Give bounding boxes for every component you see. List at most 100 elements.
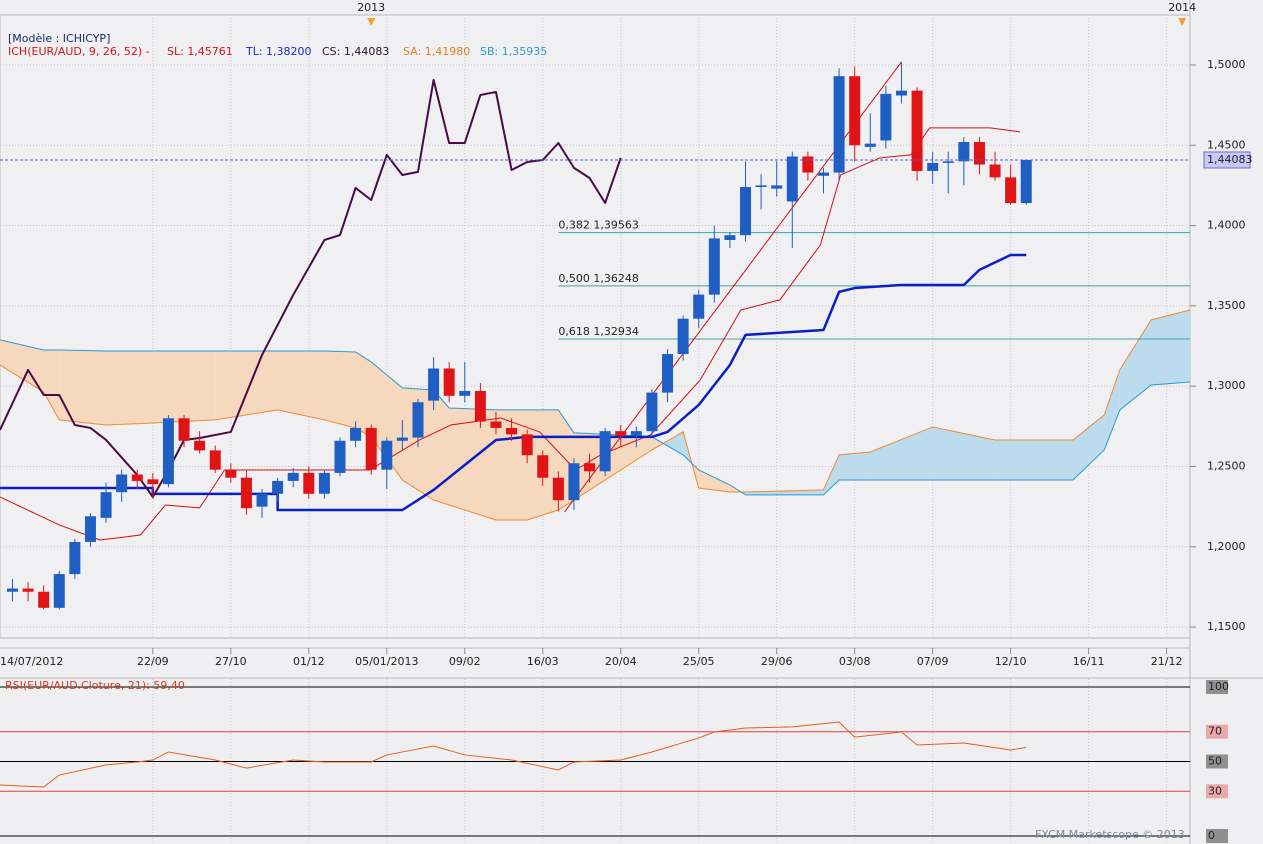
- cloud-fill: [1151, 310, 1190, 386]
- candle-body: [412, 402, 424, 438]
- tl-label: TL: 1,38200: [245, 45, 312, 58]
- candle-body: [708, 238, 720, 295]
- candle-body: [973, 142, 985, 165]
- y-tick-label: 1,2000: [1207, 540, 1246, 553]
- candle-body: [537, 455, 549, 478]
- rsi-level-box: [1206, 724, 1228, 739]
- cloud-fill: [932, 426, 996, 480]
- candle-body: [568, 463, 580, 501]
- candle-body: [334, 440, 346, 473]
- y-tick-label: 1,3000: [1207, 379, 1246, 392]
- candle-body: [599, 431, 611, 472]
- sa-label: SA: 1,41980: [403, 45, 470, 58]
- candle-body: [646, 392, 658, 432]
- cloud-fill: [277, 350, 325, 420]
- cloud-fill: [1119, 319, 1152, 410]
- candle-body: [6, 588, 18, 592]
- candle-body: [443, 368, 455, 396]
- candle-body: [459, 390, 471, 396]
- candle-body: [350, 427, 362, 441]
- rsi-tick-label: 100: [1208, 680, 1229, 693]
- indicator-label: ICH(EUR/AUD, 9, 26, 52) -: [8, 45, 150, 58]
- candle-body: [240, 477, 252, 509]
- rsi-tick-label: 50: [1208, 755, 1222, 768]
- y-tick-label: 1,4000: [1207, 219, 1246, 232]
- cs-label: CS: 1,44083: [322, 45, 389, 58]
- cloud-fill: [1104, 369, 1120, 450]
- x-tick-label: 05/01/2013: [355, 655, 418, 668]
- rsi-line: [0, 721, 1027, 788]
- candle-body: [864, 143, 876, 147]
- x-tick-label: 27/10: [215, 655, 247, 668]
- candle-body: [880, 93, 892, 141]
- footer: FXCM Marketscope © 2013: [1035, 828, 1185, 841]
- x-tick-label: 25/05: [683, 655, 715, 668]
- cloud-fill: [698, 470, 730, 493]
- rsi-level-box: [1206, 754, 1228, 769]
- model-label: [Modèle : ICHICYP]: [8, 32, 110, 45]
- cloud-fill: [995, 439, 1074, 480]
- candle-body: [318, 472, 330, 494]
- price-panel: [0, 14, 1191, 639]
- indicator-line: [0, 253, 1027, 512]
- cloud-fill: [433, 390, 450, 506]
- candle-body: [677, 318, 689, 355]
- sl-label: SL: 1,45761: [167, 45, 233, 58]
- fib-label: 0,618 1,32934: [558, 325, 638, 338]
- candle-body: [771, 185, 783, 189]
- x-tick-label: 09/02: [449, 655, 481, 668]
- x-tick-label: 20/04: [605, 655, 637, 668]
- candle-body: [927, 162, 939, 171]
- x-tick-label: 16/11: [1073, 655, 1105, 668]
- y-tick-label: 1,2500: [1207, 459, 1246, 472]
- candle-body: [22, 588, 34, 592]
- candle-body: [755, 185, 767, 188]
- candle-body: [131, 474, 143, 481]
- candle-body: [802, 156, 814, 173]
- candle-body: [584, 463, 596, 472]
- year-marker: [1178, 18, 1187, 26]
- x-tick-label: 12/10: [995, 655, 1027, 668]
- x-tick-label: 29/06: [761, 655, 793, 668]
- cloud-fill: [355, 351, 372, 437]
- rsi-title: RSI(EUR/AUD.Cloture, 21): 59,40: [5, 679, 185, 692]
- candle-body: [428, 368, 440, 401]
- year-marker: [367, 18, 376, 26]
- indicator-line: [0, 127, 1021, 541]
- candle-body: [194, 440, 206, 451]
- rsi-tick-label: 70: [1208, 725, 1222, 738]
- candle-body: [178, 418, 190, 441]
- candle-body: [100, 492, 112, 518]
- candle-body: [817, 172, 829, 176]
- candle-body: [740, 187, 752, 236]
- indicator-line: [0, 78, 622, 498]
- cloud-fill: [215, 350, 278, 420]
- candle-body: [474, 390, 486, 422]
- sb-label: SB: 1,35935: [480, 45, 547, 58]
- candle-body: [724, 235, 736, 241]
- x-tick-label: 21/12: [1151, 655, 1183, 668]
- candle-body: [942, 161, 954, 163]
- year-label: 2014: [1168, 1, 1196, 14]
- candle-body: [381, 440, 393, 470]
- candle-body: [521, 434, 533, 456]
- candle-body: [53, 574, 65, 608]
- cloud-fill: [839, 452, 871, 480]
- cloud-fill: [651, 436, 664, 450]
- candle-body: [256, 493, 268, 507]
- fib-label: 0,382 1,39563: [558, 219, 638, 232]
- cloud-fill: [43, 350, 60, 420]
- candle-body: [1020, 159, 1032, 204]
- candle-body: [1005, 177, 1017, 204]
- cloud-fill: [371, 361, 403, 480]
- candle-body: [911, 90, 923, 171]
- x-tick-label: 07/09: [917, 655, 949, 668]
- cloud-fill: [324, 350, 356, 428]
- candle-body: [506, 427, 518, 435]
- candle-body: [69, 541, 81, 575]
- candle-body: [209, 450, 221, 470]
- cloud-fill: [59, 350, 107, 426]
- candle-body: [287, 472, 299, 481]
